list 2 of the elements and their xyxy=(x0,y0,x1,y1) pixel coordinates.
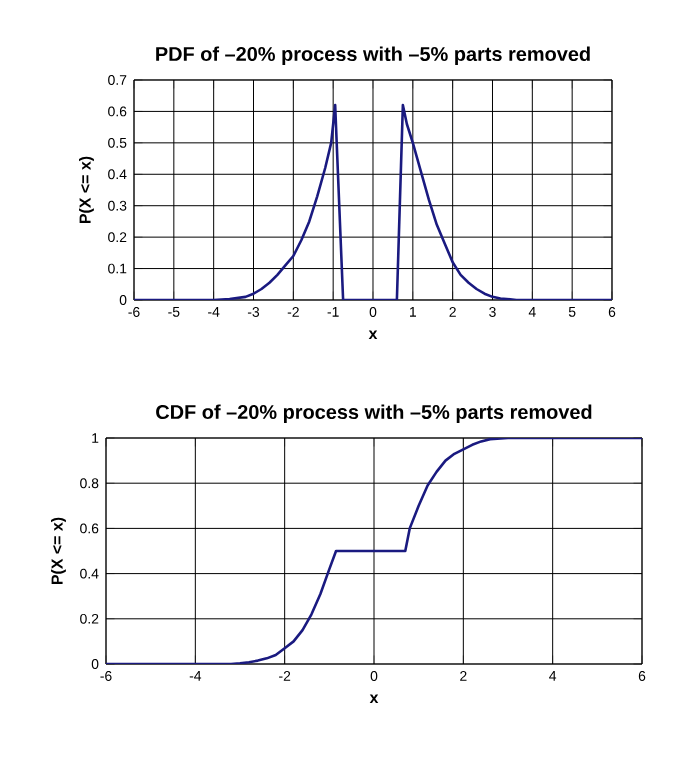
chart-title: PDF of –20% process with –5% parts removed xyxy=(156,46,590,65)
chart-title: CDF of –20% process with –5% parts removed xyxy=(156,404,592,423)
